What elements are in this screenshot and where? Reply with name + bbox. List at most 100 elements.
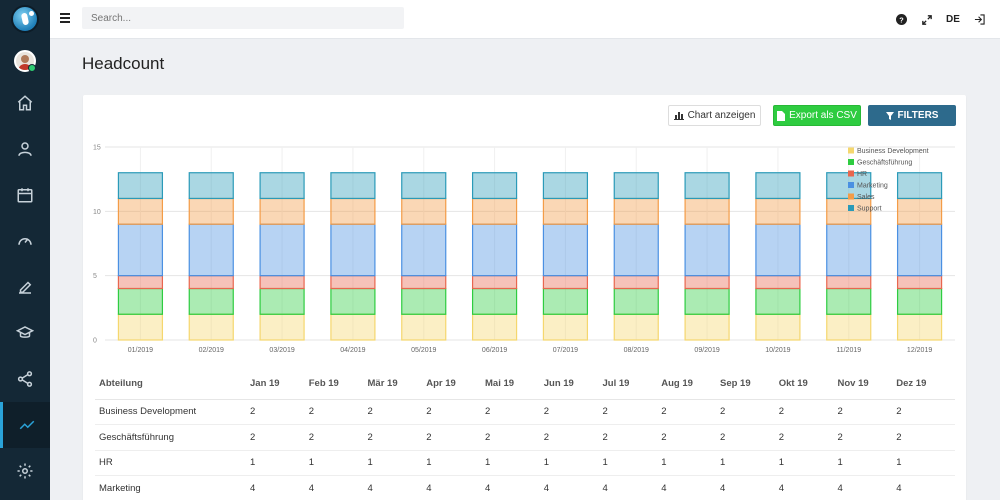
online-status-dot	[28, 64, 36, 72]
bar-segment	[188, 313, 234, 341]
bar-segment	[684, 275, 730, 290]
table-body: Business Development 2 2 2 2 2 2 2 2 2 2 2 2 Geschäft…	[95, 399, 955, 500]
nav-home[interactable]	[0, 80, 50, 126]
bar-segment	[188, 287, 234, 315]
nav-reports[interactable]	[0, 402, 50, 448]
headcount-cell: 1	[367, 450, 427, 476]
bar-segment	[471, 287, 518, 315]
fullscreen-icon[interactable]	[914, 14, 940, 25]
legend-label: Support	[857, 206, 882, 213]
bar-segment	[259, 287, 305, 315]
column-header-month[interactable]: Aug 19	[661, 369, 720, 400]
nav-dashboard[interactable]	[0, 218, 50, 264]
filters-button[interactable]: FILTERS	[868, 105, 956, 126]
bar-segment	[259, 223, 305, 277]
bar-segment	[613, 223, 659, 277]
y-tick-label: 5	[93, 273, 97, 280]
nav-edit[interactable]	[0, 264, 50, 310]
nav-settings[interactable]	[0, 448, 50, 494]
bar-segment	[471, 313, 518, 341]
bar-segment	[613, 172, 659, 200]
column-header-month[interactable]: Okt 19	[778, 369, 838, 400]
app-logo[interactable]	[11, 5, 39, 33]
column-header-month[interactable]: Jan 19	[250, 369, 309, 400]
nav-share[interactable]	[0, 356, 50, 402]
nav-training[interactable]	[0, 310, 50, 356]
headcount-cell: 4	[485, 475, 544, 500]
search-input[interactable]	[82, 7, 404, 29]
export-csv-button[interactable]: Export als CSV	[773, 105, 861, 126]
bar-segment	[613, 275, 659, 290]
headcount-cell: 2	[543, 399, 603, 425]
column-header-month[interactable]: Mai 19	[485, 369, 544, 400]
x-tick-label: 02/2019	[199, 347, 224, 354]
avatar[interactable]	[14, 50, 36, 72]
bar-segment	[684, 172, 730, 200]
headcount-cell: 2	[308, 424, 368, 451]
bar-segment	[188, 197, 234, 225]
nav-calendar[interactable]	[0, 172, 50, 218]
headcount-cell: 4	[308, 475, 368, 500]
bar-segment	[259, 313, 305, 341]
show-chart-label: Chart anzeigen	[687, 110, 756, 121]
headcount-cell: 4	[896, 475, 955, 500]
bar-segment	[684, 313, 730, 341]
bar-segment	[330, 313, 376, 341]
help-icon[interactable]: ?	[888, 14, 914, 25]
nav-users[interactable]	[0, 126, 50, 172]
column-header-department[interactable]: Abteilung	[95, 369, 250, 400]
column-header-month[interactable]: Dez 19	[896, 369, 955, 400]
bar-segment	[117, 172, 164, 200]
bar-segment	[896, 275, 943, 290]
column-header-month[interactable]: Jun 19	[543, 369, 603, 400]
headcount-cell: 2	[720, 399, 779, 425]
legend-label: Geschäftsführung	[857, 160, 912, 167]
bar-segment	[684, 197, 730, 225]
bar-segment	[896, 313, 943, 341]
logo-mark	[20, 12, 30, 26]
bar-segment	[896, 197, 943, 225]
column-header-month[interactable]: Sep 19	[720, 369, 779, 400]
bar-segment	[188, 172, 234, 200]
logout-icon[interactable]	[966, 14, 992, 25]
bar-segment	[684, 287, 730, 315]
headcount-cell: 1	[661, 450, 720, 476]
language-switch[interactable]: DE	[946, 14, 960, 25]
bar-segment	[401, 313, 447, 341]
column-header-month[interactable]: Apr 19	[426, 369, 485, 400]
x-tick-label: 05/2019	[411, 347, 436, 354]
bar-segment	[542, 172, 589, 200]
headcount-cell: 2	[837, 399, 897, 425]
table-row: HR 1 1 1 1 1 1 1 1 1 1 1 1	[95, 450, 955, 476]
table-header-row: Abteilung Jan 19 Feb 19 Mär 19 Apr 19 Mai 19 J…	[95, 369, 955, 400]
y-tick-label: 0	[93, 338, 97, 345]
bar-segment	[826, 287, 872, 315]
bar-segment	[117, 313, 164, 341]
column-header-month[interactable]: Feb 19	[308, 369, 368, 400]
column-header-month[interactable]: Mär 19	[367, 369, 427, 400]
home-icon	[17, 95, 33, 111]
bar-segment	[542, 223, 589, 277]
x-tick-label: 07/2019	[553, 347, 578, 354]
bar-segment	[613, 287, 659, 315]
bar-segment	[330, 223, 376, 277]
legend-label: Marketing	[857, 183, 888, 190]
bar-segment	[542, 275, 589, 290]
column-header-month[interactable]: Jul 19	[602, 369, 662, 400]
headcount-table: Abteilung Jan 19 Feb 19 Mär 19 Apr 19 Mai 19 J…	[95, 369, 955, 500]
menu-toggle-icon[interactable]	[60, 13, 70, 23]
column-header-month[interactable]: Nov 19	[837, 369, 897, 400]
headcount-cell: 2	[250, 399, 309, 425]
headcount-cell: 2	[778, 399, 838, 425]
show-chart-button[interactable]: Chart anzeigen	[668, 105, 761, 126]
legend-swatch	[848, 147, 854, 154]
x-tick-label: 03/2019	[269, 347, 294, 354]
department-cell: HR	[95, 450, 250, 476]
bar-segment	[613, 197, 659, 225]
headcount-cell: 1	[308, 450, 368, 476]
headcount-cell: 4	[837, 475, 897, 500]
table-row: Marketing 4 4 4 4 4 4 4 4 4 4 4 4	[95, 475, 955, 500]
bar-segment	[896, 172, 943, 200]
headcount-cell: 2	[896, 424, 955, 451]
speedometer-icon	[18, 238, 32, 245]
